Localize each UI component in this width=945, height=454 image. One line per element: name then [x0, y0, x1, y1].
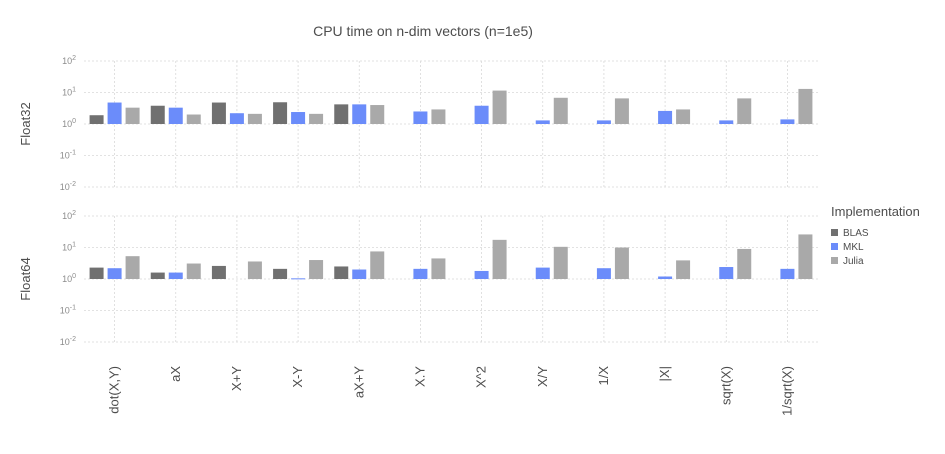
- legend-swatch-blas: [831, 229, 838, 236]
- bar-julia: [798, 88, 813, 124]
- bar-blas: [334, 266, 349, 279]
- bar-julia: [125, 256, 140, 279]
- bar-mkl: [168, 107, 183, 124]
- chart-legend: Implementation BLAS MKL Julia: [831, 204, 920, 267]
- x-tick-label: X/Y: [535, 366, 550, 387]
- bar-mkl: [229, 113, 244, 124]
- bar-mkl: [413, 268, 428, 279]
- bar-julia: [186, 114, 201, 124]
- legend-label-mkl: MKL: [843, 242, 864, 253]
- y-tick-label: 101: [62, 87, 76, 98]
- bar-julia: [737, 98, 752, 124]
- bar-blas: [273, 268, 288, 279]
- facet-label: Float64: [18, 257, 33, 300]
- bar-mkl: [352, 104, 367, 124]
- bar-julia: [492, 90, 507, 124]
- facet-label: Float32: [18, 102, 33, 145]
- bar-blas: [89, 267, 104, 279]
- chart-title: CPU time on n-dim vectors (n=1e5): [313, 23, 533, 39]
- y-tick-label: 102: [62, 210, 76, 221]
- bar-julia: [431, 258, 446, 279]
- x-tick-label: X-Y: [290, 366, 305, 388]
- facet-panel-float32: 102 101 100 10-1 10-2 Float32: [18, 55, 818, 192]
- x-axis-tick-labels: dot(X,Y) aX X+Y X-Y aX+Y X.Y X^2 X/Y 1/X |X| sqrt(…: [107, 366, 795, 416]
- bar-julia: [370, 105, 385, 124]
- x-tick-label: aX: [168, 366, 183, 382]
- bar-mkl: [780, 268, 795, 279]
- y-tick-label: 10-1: [60, 150, 76, 161]
- x-tick-label: 1/sqrt(X): [779, 366, 794, 416]
- bar-julia: [125, 107, 140, 124]
- bar-julia: [676, 260, 691, 279]
- bar-julia: [737, 248, 752, 279]
- y-tick-label: 10-1: [60, 305, 76, 316]
- y-tick-label: 101: [62, 242, 76, 253]
- x-tick-label: aX+Y: [351, 366, 366, 398]
- bar-julia: [309, 260, 324, 279]
- chart-panels: 102 101 100 10-1 10-2 Float32 102 101 100 10-1 10-…: [18, 55, 818, 347]
- x-tick-label: 1/X: [596, 366, 611, 386]
- bar-julia: [614, 247, 629, 279]
- bar-mkl: [107, 102, 122, 124]
- bar-julia: [186, 263, 201, 279]
- bar-mkl: [719, 120, 734, 124]
- bar-mkl: [535, 120, 550, 124]
- legend-label-blas: BLAS: [843, 228, 869, 239]
- facet-panel-float64: 102 101 100 10-1 10-2 Float64: [18, 210, 818, 347]
- bar-mkl: [474, 270, 489, 279]
- bar-julia: [614, 98, 629, 124]
- x-tick-label: sqrt(X): [718, 366, 733, 405]
- y-tick-label: 10-2: [60, 336, 76, 347]
- y-tick-label: 100: [62, 273, 76, 284]
- y-tick-label: 10-2: [60, 181, 76, 192]
- y-tick-label: 100: [62, 118, 76, 129]
- bar-blas: [211, 102, 226, 124]
- bar-mkl: [352, 269, 367, 279]
- x-tick-label: dot(X,Y): [107, 366, 122, 414]
- x-tick-label: X.Y: [412, 366, 427, 387]
- legend-label-julia: Julia: [843, 256, 864, 267]
- y-tick-label: 102: [62, 55, 76, 66]
- bar-mkl: [168, 272, 183, 279]
- bar-julia: [247, 261, 262, 279]
- bar-mkl: [658, 110, 673, 124]
- bar-blas: [150, 272, 165, 279]
- bar-mkl: [107, 268, 122, 279]
- bar-blas: [150, 105, 165, 124]
- x-tick-label: X^2: [474, 366, 489, 388]
- bar-julia: [676, 109, 691, 124]
- legend-title: Implementation: [831, 204, 920, 219]
- bar-mkl: [535, 267, 550, 279]
- legend-swatch-mkl: [831, 243, 838, 250]
- bar-julia: [370, 251, 385, 279]
- bar-mkl: [291, 112, 306, 124]
- bar-mkl: [719, 267, 734, 279]
- bar-mkl: [413, 111, 428, 124]
- bar-julia: [492, 239, 507, 279]
- bar-mkl: [291, 278, 306, 280]
- bar-blas: [273, 102, 288, 124]
- bar-julia: [309, 113, 324, 124]
- bar-julia: [553, 97, 568, 124]
- x-tick-label: |X|: [657, 366, 672, 381]
- bar-julia: [247, 113, 262, 124]
- bar-mkl: [596, 268, 611, 279]
- bar-mkl: [474, 105, 489, 124]
- bar-julia: [798, 234, 813, 279]
- bar-blas: [334, 104, 349, 124]
- bar-blas: [211, 265, 226, 279]
- bar-mkl: [780, 119, 795, 124]
- bar-mkl: [596, 120, 611, 124]
- x-tick-label: X+Y: [229, 366, 244, 391]
- bar-blas: [89, 115, 104, 124]
- legend-swatch-julia: [831, 257, 838, 264]
- bar-julia: [553, 246, 568, 279]
- bar-mkl: [658, 276, 673, 279]
- bar-julia: [431, 109, 446, 124]
